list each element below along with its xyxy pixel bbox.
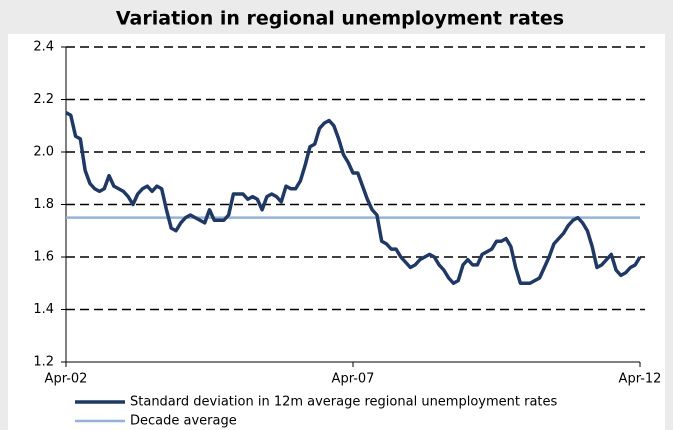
legend-label: Standard deviation in 12m average region… (130, 395, 558, 410)
y-tick-label: 1.6 (33, 250, 54, 265)
y-tick-label: 1.2 (33, 355, 54, 370)
y-tick-label: 1.4 (33, 302, 54, 317)
x-tick-label: Apr-02 (45, 372, 88, 387)
x-tick-label: Apr-07 (332, 372, 375, 387)
legend-label: Decade average (130, 414, 237, 429)
y-tick-label: 2.2 (33, 92, 54, 107)
y-tick-label: 2.0 (33, 145, 54, 160)
y-tick-label: 1.8 (33, 197, 54, 212)
y-tick-label: 2.4 (33, 40, 54, 55)
x-tick-label: Apr-12 (619, 372, 662, 387)
chart-title: Variation in regional unemployment rates (116, 8, 564, 30)
data-line (65, 111, 642, 285)
